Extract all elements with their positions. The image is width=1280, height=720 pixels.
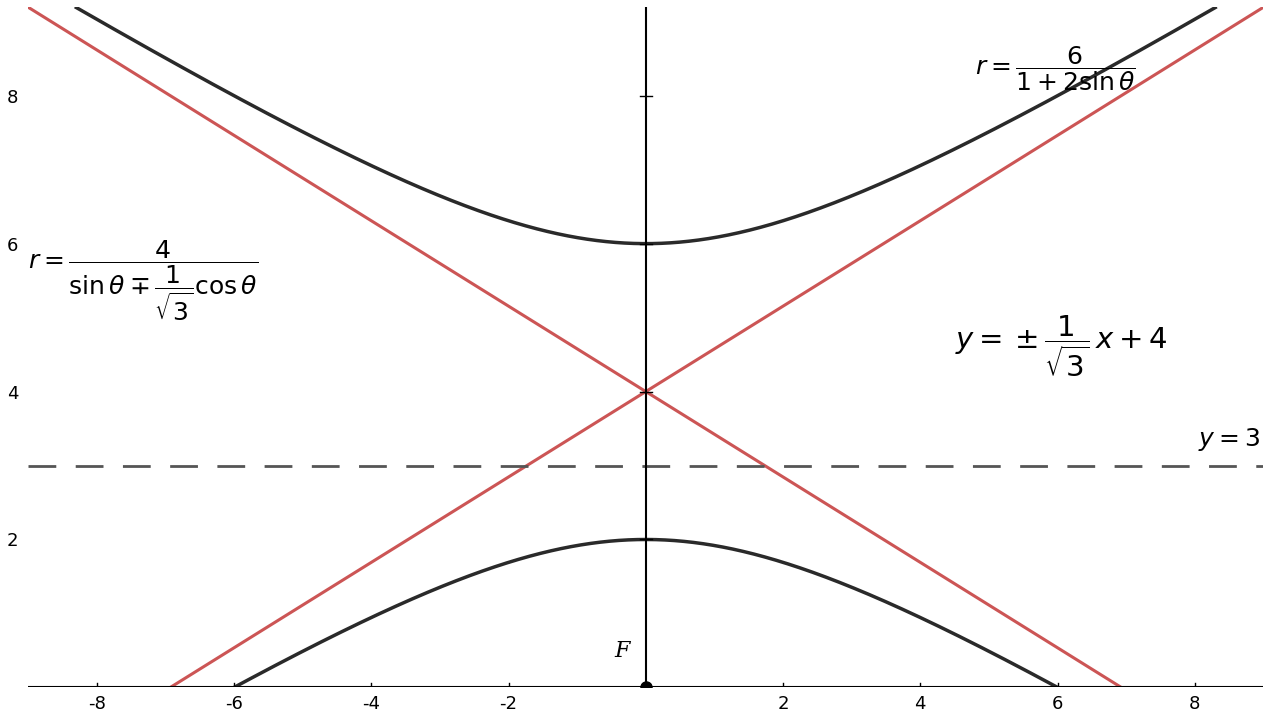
Text: $r = \dfrac{6}{1 + 2\sin\theta}$: $r = \dfrac{6}{1 + 2\sin\theta}$ (975, 44, 1135, 93)
Text: $y = \pm\dfrac{1}{\sqrt{3}}\,x + 4$: $y = \pm\dfrac{1}{\sqrt{3}}\,x + 4$ (955, 314, 1167, 380)
Text: $y = 3$: $y = 3$ (1198, 426, 1261, 453)
Text: $r = \dfrac{4}{\sin\theta \mp \dfrac{1}{\sqrt{3}}\cos\theta}$: $r = \dfrac{4}{\sin\theta \mp \dfrac{1}{… (28, 238, 259, 323)
Text: F: F (614, 639, 630, 662)
